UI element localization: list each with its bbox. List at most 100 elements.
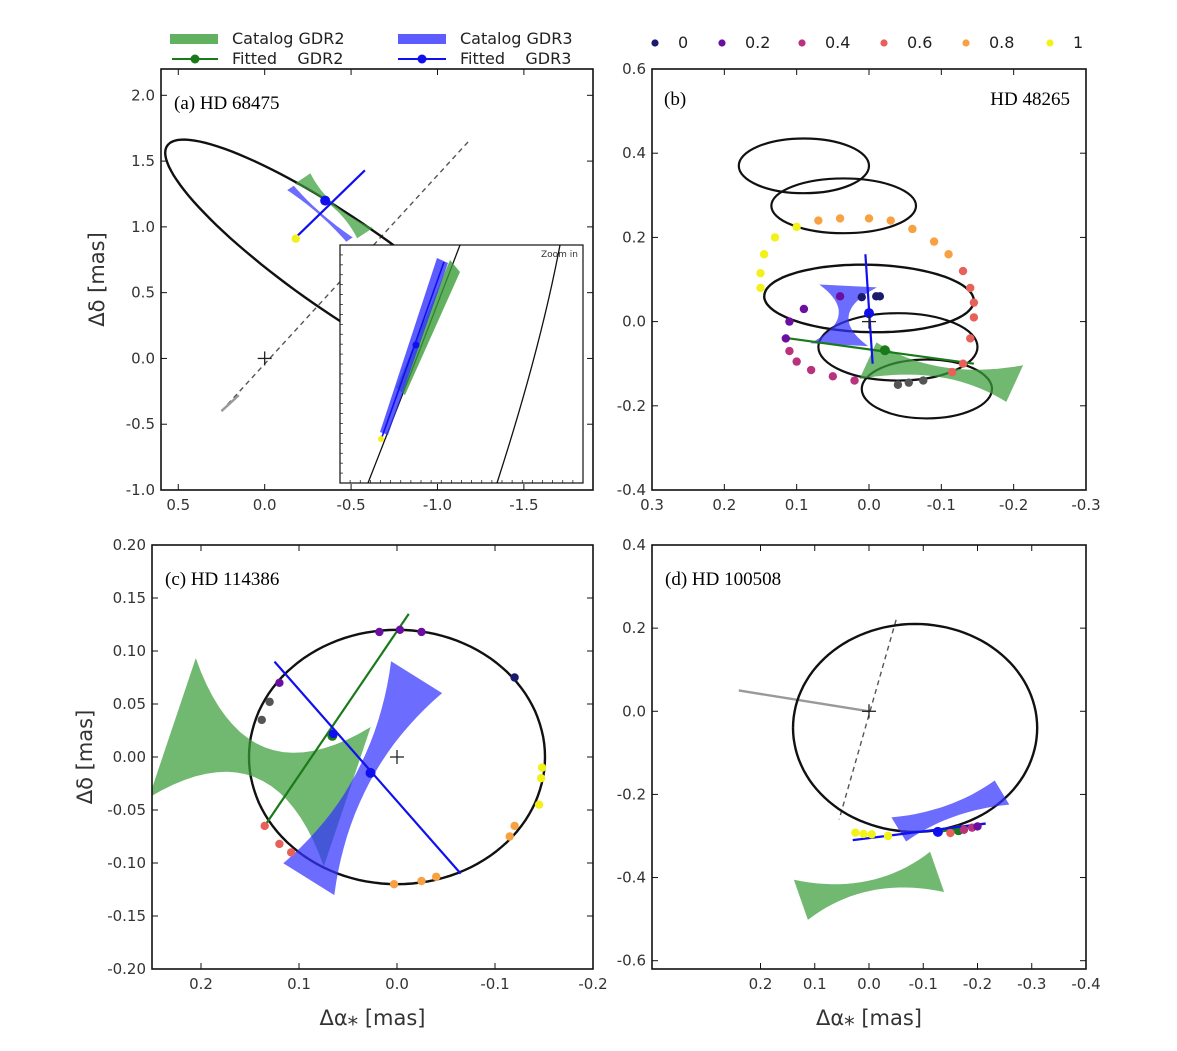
colorbar-dot-3 — [880, 39, 888, 47]
x-tick-label: 0.0 — [385, 975, 409, 993]
x-tick-label: -0.1 — [480, 975, 509, 993]
epoch-point — [850, 376, 859, 385]
x-tick-label: -0.2 — [999, 496, 1028, 514]
x-tick-label: -1.5 — [509, 496, 538, 514]
y-tick-label: -0.5 — [126, 415, 155, 433]
y-tick-label: 0.0 — [622, 313, 646, 331]
epoch-point — [859, 829, 868, 839]
gdr2-catalog-band — [793, 851, 945, 920]
epoch-point — [536, 774, 546, 783]
y-tick-label: 0.20 — [113, 536, 146, 554]
x-tick-label: 0.1 — [287, 975, 311, 993]
gdr2-catalog-band — [859, 342, 1024, 402]
epoch-point — [286, 848, 296, 857]
colorbar-label-2: 0.4 — [825, 33, 850, 52]
y-tick-label: -1.0 — [126, 481, 155, 499]
epoch-point — [969, 313, 979, 322]
epoch-point — [781, 334, 791, 343]
gdr2-catalog-band — [152, 658, 371, 867]
zoom-inset: Zoom in — [339, 244, 584, 484]
colorbar-label-4: 0.8 — [989, 33, 1014, 52]
epoch-point — [756, 283, 765, 293]
x-tick-label: 0.2 — [749, 975, 773, 993]
panel-title: (d) HD 100508 — [665, 569, 781, 590]
epoch-point — [958, 359, 968, 368]
y-tick-label: -0.2 — [617, 397, 646, 415]
y-tick-label: 0.0 — [622, 702, 646, 720]
epoch-point — [851, 828, 860, 837]
orbit-loop-2 — [817, 312, 979, 382]
x-tick-label: 0.5 — [166, 496, 190, 514]
epoch-point — [947, 367, 957, 377]
plot-area — [737, 137, 1024, 420]
plot-area — [738, 619, 1039, 920]
legend-item-gdr2-fit: Fitted GDR2 — [172, 49, 343, 68]
legend-label-gdr2-catalog: Catalog GDR2 — [232, 29, 345, 48]
y-tick-label: 0.10 — [113, 642, 146, 660]
epoch-point — [510, 673, 519, 682]
x-tick-label: -0.1 — [927, 496, 956, 514]
plot-frame — [651, 68, 1087, 491]
colorbar-dot-1 — [718, 39, 726, 47]
gdr3-fit-line — [295, 169, 366, 239]
phase-colorbar: 0 0.2 0.4 0.6 0.8 1 — [651, 33, 1083, 52]
epoch-point — [759, 250, 769, 259]
y-tick-label: 0.00 — [113, 748, 146, 766]
inset-fit-point — [412, 341, 420, 349]
x-tick-label: -1.0 — [423, 496, 452, 514]
inset-orbit-right — [496, 244, 561, 484]
x-tick-label: 0.3 — [640, 496, 664, 514]
plot-frame — [160, 68, 594, 491]
epoch-point — [785, 346, 794, 356]
gdr3-catalog-band — [891, 780, 1010, 842]
x-tick-label: 0.2 — [712, 496, 736, 514]
panel-title: (c) HD 114386 — [165, 569, 279, 590]
y-tick-label: -0.2 — [617, 785, 646, 803]
y-tick-label: 0.15 — [113, 589, 146, 607]
x-tick-label: 0.1 — [785, 496, 809, 514]
epoch-point — [908, 224, 917, 234]
inset-frame — [339, 244, 584, 484]
panel-a: Zoom in 0.5 0.0 -0.5 -1.0 -1.5 -1.0 -0.5 0.0 0.5 1… — [85, 68, 594, 514]
epoch-point — [770, 233, 780, 242]
y-tick-label: 0.2 — [622, 619, 646, 637]
y-tick-label: -0.6 — [617, 952, 646, 970]
epoch-point — [275, 839, 284, 849]
epoch-point — [946, 828, 955, 838]
epoch-point — [944, 250, 953, 259]
y-tick-label: -0.4 — [617, 869, 646, 887]
y-tick-label: 0.4 — [622, 536, 646, 554]
epoch-point — [510, 821, 519, 831]
y-tick-label: -0.10 — [107, 854, 146, 872]
epoch-point — [828, 372, 838, 381]
gdr3-fit-point — [320, 195, 331, 206]
epoch-point — [265, 697, 274, 707]
x-tick-label: 0.1 — [803, 975, 827, 993]
epoch-point — [537, 763, 547, 772]
gdr2-fit-point — [879, 345, 890, 356]
y-tick-label: -0.4 — [617, 481, 646, 499]
epoch-point — [389, 880, 399, 889]
colorbar-dot-5 — [1046, 39, 1054, 47]
epoch-point — [867, 830, 876, 839]
epoch-point — [883, 831, 893, 841]
epoch-point — [958, 266, 968, 276]
x-tick-label: -0.2 — [578, 975, 607, 993]
epoch-point — [505, 832, 514, 841]
gdr3-fit-point — [864, 308, 874, 319]
epoch-point — [417, 876, 426, 886]
plot-area — [152, 613, 547, 896]
legend-item-gdr3-band: Catalog GDR3 — [398, 29, 573, 48]
gdr3-catalog-band — [810, 284, 877, 347]
inset-label: Zoom in — [541, 250, 578, 260]
epoch-point — [534, 800, 544, 809]
panel-d: 0.2 0.1 0.0 -0.1 -0.2 -0.3 -0.4 -0.6 -0.4 -0.2 0.0… — [617, 536, 1101, 1030]
epoch-point — [973, 822, 982, 831]
epoch-point — [432, 872, 441, 881]
y-tick-label: 0.6 — [622, 60, 646, 78]
gdr3-catalog-band — [283, 661, 443, 896]
epoch-point — [792, 222, 801, 232]
panel-star-label: HD 48265 — [990, 89, 1070, 110]
epoch-point — [814, 216, 823, 225]
epoch-point — [875, 292, 885, 301]
